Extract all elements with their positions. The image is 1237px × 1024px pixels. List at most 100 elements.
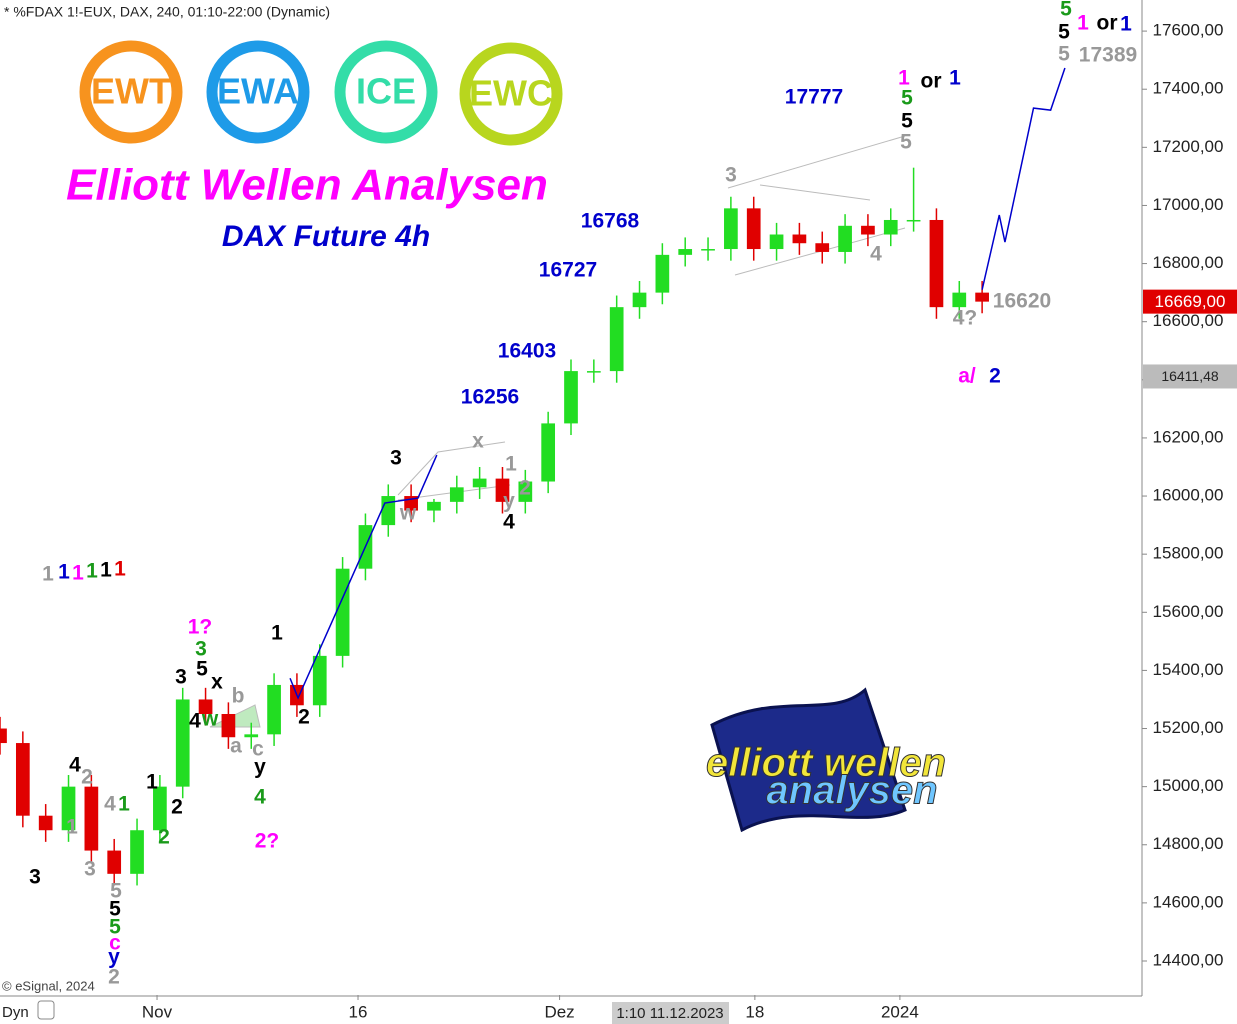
candle-body	[427, 501, 441, 511]
wave-label: w	[201, 708, 219, 731]
lock-icon[interactable]	[37, 1000, 55, 1020]
wave-label: 2	[81, 766, 93, 789]
candle-body	[0, 728, 7, 744]
title: Elliott Wellen Analysen	[66, 161, 548, 210]
channel	[397, 441, 506, 496]
candle-body	[792, 234, 807, 244]
wave-label: 17777	[785, 86, 843, 109]
wave-label: 4	[870, 243, 882, 266]
wave-label: 5	[109, 916, 121, 939]
wave-label: 1	[118, 793, 130, 816]
price-tag	[1143, 289, 1237, 314]
candle-body	[906, 219, 921, 222]
wave-label: 17389	[1079, 44, 1137, 67]
y-tick-label: 17000,00	[1153, 195, 1224, 214]
y-tick-label: 15800,00	[1153, 544, 1224, 563]
logos: EWT EWA ICE EWC	[79, 40, 563, 146]
wave-label: 3	[390, 447, 402, 470]
x-tick-label: Nov	[142, 1002, 173, 1021]
wave-label: 5	[900, 131, 912, 154]
logo-text: EWT	[91, 71, 171, 112]
y-tick-label: 14800,00	[1153, 834, 1224, 853]
candle-body	[153, 786, 167, 831]
candle-body	[449, 487, 464, 502]
wave-label: 3	[725, 164, 737, 187]
candle-body	[335, 568, 350, 656]
price-tag	[1143, 364, 1237, 389]
wave-label: 2	[989, 365, 1001, 388]
wave-label: 5	[901, 110, 913, 133]
wave-label: x	[211, 671, 223, 694]
cursor-box	[612, 1002, 729, 1024]
wave-label: 1	[146, 771, 158, 794]
candle-body	[815, 243, 830, 252]
projection-line	[981, 67, 1066, 290]
channel	[727, 135, 906, 189]
y-tick-label: 15600,00	[1153, 602, 1224, 621]
wave-label: 1	[1077, 12, 1089, 35]
x-tick-label: Dez	[544, 1002, 574, 1021]
candle-body	[107, 850, 122, 874]
candle-body	[655, 254, 670, 293]
y-tick-label: 17400,00	[1153, 79, 1224, 98]
candle-body	[15, 743, 30, 816]
logo-text: EWC	[469, 73, 553, 114]
wave-label: 1?	[188, 616, 213, 639]
subtitle: DAX Future 4h	[222, 220, 430, 253]
wave-label: 5	[1058, 21, 1070, 44]
wave-label: 2	[298, 706, 310, 729]
y-tick-label: 17600,00	[1153, 21, 1224, 40]
candle-body	[678, 249, 693, 255]
projection-line	[289, 454, 438, 700]
wave-label: 4	[69, 754, 81, 777]
logo-ring	[79, 40, 183, 144]
candle-body	[975, 292, 989, 302]
wave-label: 1	[271, 622, 283, 645]
wave-label: 4	[104, 793, 116, 816]
wave-label: 16768	[581, 210, 640, 233]
channel	[759, 184, 871, 201]
wave-label: y	[503, 490, 515, 513]
wave-label: 1	[898, 67, 910, 90]
mode: Dyn	[2, 1004, 29, 1021]
wave-label: 1	[58, 561, 70, 584]
axis-panel	[1142, 0, 1237, 1024]
wave-label: a	[230, 735, 242, 758]
candle-body	[130, 830, 144, 874]
wave-label: 4	[503, 511, 515, 534]
wave-label: 1	[100, 559, 112, 582]
wave-label: c	[109, 932, 121, 955]
wave-label: or	[921, 70, 942, 93]
candle-body	[883, 219, 898, 235]
y-tick-label: 15000,00	[1153, 776, 1224, 795]
wave-label: 5	[901, 87, 913, 110]
candle-body	[838, 225, 852, 252]
wave-label: w	[399, 502, 417, 525]
logo-ring	[206, 40, 310, 144]
y-tick-label: 15200,00	[1153, 718, 1224, 737]
candle-body	[929, 219, 944, 308]
wave-label: 1	[114, 558, 126, 581]
wave-label: 3	[29, 866, 41, 889]
wave-label: 3	[84, 858, 96, 881]
wave-label: or	[1097, 12, 1118, 35]
wave-label: 16403	[498, 340, 556, 363]
wave-label: 5	[1060, 0, 1072, 21]
x-tick-label: 18	[745, 1002, 764, 1021]
wave-label: 1	[72, 562, 84, 585]
wave-label: b	[232, 685, 245, 708]
y-tick-label: 16600,00	[1153, 311, 1224, 330]
wave-label: y	[108, 946, 120, 969]
brand-word: wellen	[824, 741, 946, 785]
candle-body	[84, 786, 99, 851]
candle-body	[632, 292, 647, 308]
candle-body	[244, 734, 259, 738]
candle-body	[198, 699, 213, 714]
wave-label: 3	[195, 638, 207, 661]
candle-body	[38, 815, 53, 831]
candle-body	[746, 208, 761, 250]
brand-word: elliott	[706, 741, 814, 785]
candle-body	[495, 478, 510, 502]
candle-body	[609, 307, 624, 372]
